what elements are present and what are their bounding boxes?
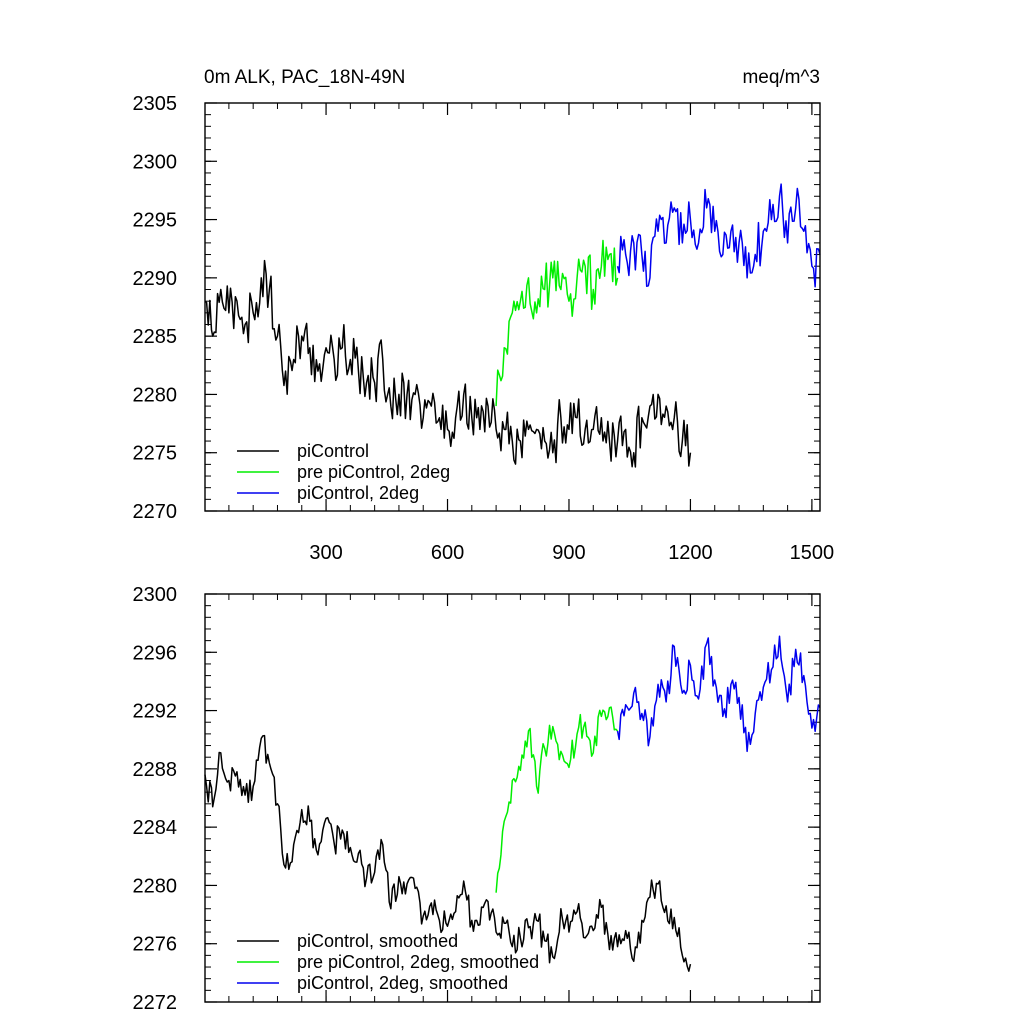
legend-label: pre piControl, 2deg <box>297 462 450 482</box>
top-plot-frame <box>204 102 821 512</box>
bottom-panel: 2272 2276 2280 2284 2288 2292 2296 2300 piContr… <box>133 584 821 1014</box>
y-tick-label: 2270 <box>133 501 178 523</box>
y-tick-label: 2285 <box>133 326 178 348</box>
y-tick-label: 2296 <box>133 642 178 664</box>
top-ticks: 2270 2275 2280 2285 2290 2295 2300 2305 300 600 90… <box>133 93 835 564</box>
y-tick-label: 2290 <box>133 268 178 290</box>
y-tick-label: 2288 <box>133 759 178 781</box>
x-tick-label: 600 <box>431 542 464 564</box>
y-tick-label: 2275 <box>133 443 178 465</box>
y-tick-label: 2295 <box>133 210 178 232</box>
series-line-pre-picontrol-2deg-smoothed <box>495 706 619 893</box>
y-tick-label: 2280 <box>133 384 178 406</box>
legend-label: pre piControl, 2deg, smoothed <box>297 952 539 972</box>
x-tick-label: 300 <box>309 542 342 564</box>
series-line-picontrol-smoothed <box>204 734 692 972</box>
x-tick-label: 1500 <box>790 542 835 564</box>
y-tick-label: 2292 <box>133 701 178 723</box>
legend-label: piControl <box>297 441 369 461</box>
series-line-picontrol-2deg <box>616 183 821 288</box>
legend-label: piControl, 2deg <box>297 483 419 503</box>
x-tick-label: 1200 <box>668 542 713 564</box>
y-tick-label: 2284 <box>133 817 178 839</box>
bottom-plot-frame <box>204 593 821 1003</box>
series-line-pre-picontrol-2deg <box>495 239 619 407</box>
top-panel: 0m ALK, PAC_18N-49N meq/m^3 2270 2275 2280… <box>133 67 835 564</box>
top-title-right: meq/m^3 <box>742 67 820 88</box>
y-tick-label: 2300 <box>133 584 178 606</box>
bottom-ticks: 2272 2276 2280 2284 2288 2292 2296 2300 <box>133 584 820 1014</box>
top-series-layer <box>204 183 821 468</box>
y-tick-label: 2300 <box>133 151 178 173</box>
legend-label: piControl, smoothed <box>297 931 458 951</box>
x-tick-label: 900 <box>552 542 585 564</box>
y-tick-label: 2305 <box>133 93 178 115</box>
y-tick-label: 2272 <box>133 992 178 1014</box>
bottom-series-layer <box>204 635 821 972</box>
legend-label: piControl, 2deg, smoothed <box>297 973 508 993</box>
y-tick-label: 2276 <box>133 934 178 956</box>
series-line-picontrol-2deg-smoothed <box>616 635 821 753</box>
y-tick-label: 2280 <box>133 875 178 897</box>
series-line-picontrol <box>204 259 692 468</box>
top-title-left: 0m ALK, PAC_18N-49N <box>204 67 405 88</box>
